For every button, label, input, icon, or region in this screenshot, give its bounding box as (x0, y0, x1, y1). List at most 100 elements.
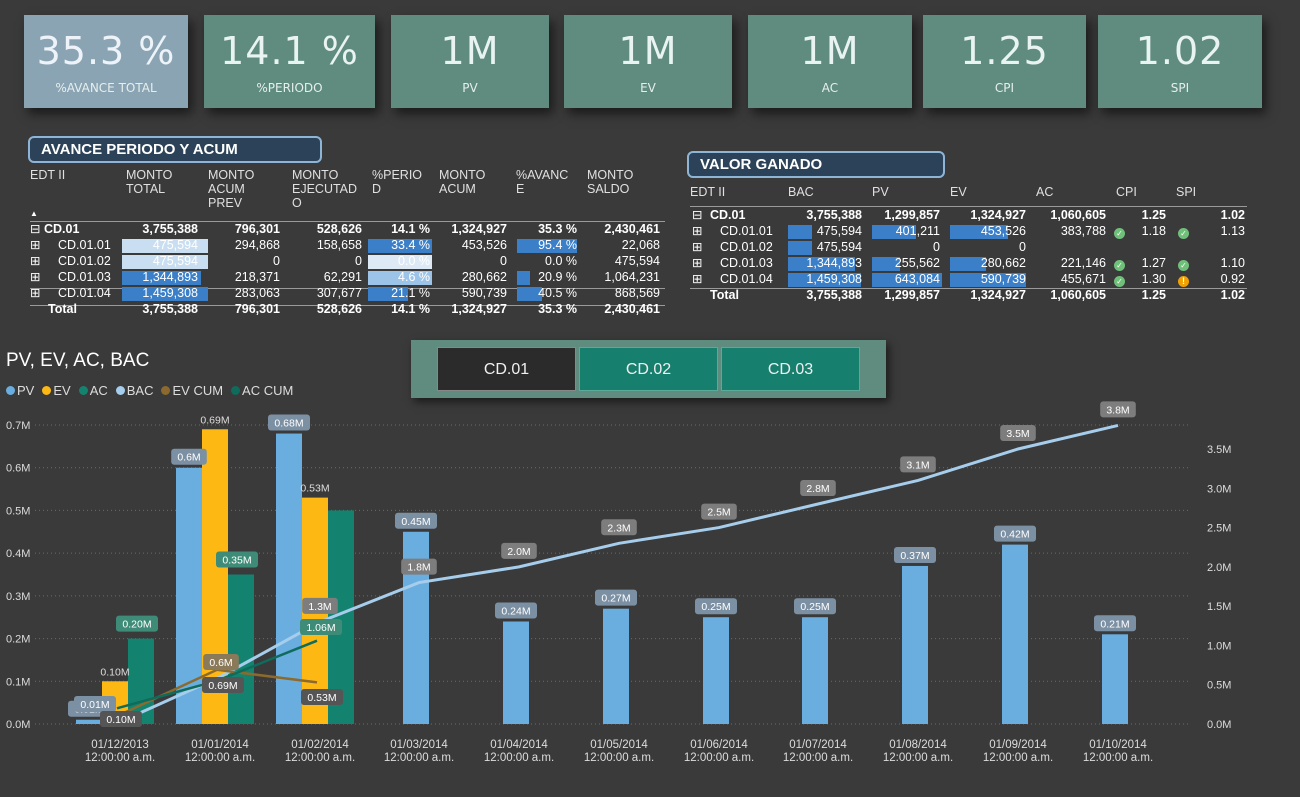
row-expander-icon (692, 288, 706, 303)
cell-pv: 1,299,857 (884, 208, 940, 222)
data-label-bg (900, 456, 936, 473)
column-header[interactable]: MONTO TOTAL (126, 168, 173, 196)
column-header[interactable]: AC (1036, 185, 1054, 199)
x-tick-label: 12:00:00 a.m. (684, 752, 754, 764)
data-bar (788, 273, 861, 287)
divider (30, 221, 665, 222)
column-header[interactable]: EDT II (30, 168, 66, 182)
bar-pv (802, 617, 828, 724)
data-label: 0.10M (106, 714, 135, 726)
cell-spi: 1.10 (1220, 256, 1245, 270)
cell-acum: 280,662 (461, 270, 507, 284)
kpi-card-periodo: 14.1 % %PERIODO (204, 15, 375, 108)
kpi-label: AC (821, 81, 839, 95)
cell-cpi: 1.25 (1141, 288, 1166, 302)
column-header[interactable]: EDT II (690, 185, 726, 199)
y2-tick-label: 2.0M (1207, 562, 1231, 574)
sort-arrow-icon[interactable]: ▲ (30, 209, 38, 218)
cell-pv: 1,299,857 (884, 288, 940, 302)
cell-periodo: 14.1 % (391, 222, 430, 236)
column-header[interactable]: MONTO SALDO (587, 168, 634, 196)
x-tick-label: 01/09/2014 (989, 739, 1047, 751)
column-header[interactable]: MONTO EJECUTAD O (292, 168, 358, 210)
cell-ejecutado: 0 (355, 254, 362, 268)
data-label-bg (501, 542, 537, 559)
x-tick-label: 01/04/2014 (490, 739, 548, 751)
check-icon: ✓ (1178, 256, 1189, 271)
data-label: 0.69M (208, 680, 237, 692)
column-header[interactable]: PV (872, 185, 889, 199)
cell-cpi (1126, 240, 1166, 255)
data-label-bg (301, 689, 343, 705)
avance-table: EDT II MONTO TOTAL MONTO ACUM PREV MONTO EJ… (30, 168, 670, 320)
divider (30, 288, 665, 289)
y2-tick-label: 0.0M (1207, 719, 1231, 731)
data-label: 0.37M (900, 550, 929, 562)
data-bar (950, 273, 1026, 287)
cell-ac: 1,060,605 (1050, 288, 1106, 302)
kpi-card-pv: 1M PV (391, 15, 549, 108)
column-header[interactable]: MONTO ACUM PREV (208, 168, 255, 210)
cell-saldo: 1,064,231 (604, 270, 660, 284)
kpi-value: 14.1 % (220, 29, 359, 73)
data-bar (788, 225, 812, 239)
cell-ev: 1,324,927 (970, 208, 1026, 222)
column-header[interactable]: SPI (1176, 185, 1197, 199)
x-tick-label: 12:00:00 a.m. (1083, 752, 1153, 764)
x-tick-label: 12:00:00 a.m. (584, 752, 654, 764)
data-label: 0.6M (177, 452, 200, 464)
kpi-label: SPI (1170, 81, 1190, 95)
column-header[interactable]: CPI (1116, 185, 1137, 199)
cell-ejecutado: 528,626 (316, 302, 362, 316)
warning-icon: ! (1178, 272, 1189, 287)
cell-ejecutado: 158,658 (316, 238, 362, 252)
valor-title: VALOR GANADO (687, 151, 945, 178)
legend-item[interactable]: AC CUM (231, 383, 293, 398)
column-header[interactable]: %AVANC E (516, 168, 569, 196)
data-label-bg (595, 589, 637, 606)
y2-tick-label: 3.0M (1207, 483, 1231, 495)
data-label: 2.8M (806, 483, 829, 495)
bar-pv (902, 565, 928, 724)
y-tick-label: 0.0M (6, 719, 30, 731)
data-label-bg (800, 480, 836, 496)
row-expander-icon: ⊟ (30, 222, 41, 236)
legend-item[interactable]: PV (6, 383, 34, 398)
x-tick-label: 12:00:00 a.m. (783, 752, 853, 764)
data-label: 3.1M (906, 459, 929, 471)
column-header[interactable]: BAC (788, 185, 814, 199)
cell-ac: 455,671 (1060, 272, 1106, 286)
y2-tick-label: 1.5M (1207, 601, 1231, 613)
cell-avance: 40.5 % (538, 286, 577, 300)
legend-item[interactable]: BAC (115, 383, 153, 398)
data-label: 3.8M (1106, 404, 1129, 416)
legend-item[interactable]: EV CUM (161, 383, 223, 398)
cell-acum: 1,324,927 (451, 222, 507, 236)
legend-dot-icon (78, 386, 88, 395)
cell-avance: 0.0 % (545, 254, 577, 268)
slicer-button-cd-02[interactable]: CD.02 (579, 347, 718, 391)
column-header[interactable]: EV (950, 185, 967, 199)
data-bar (872, 273, 942, 287)
cd-slicer: CD.01 CD.02 CD.03 (411, 340, 886, 398)
cell-cpi: 1.25 (1141, 208, 1166, 222)
data-label: 0.24M (501, 605, 530, 617)
data-label-bg (695, 598, 737, 615)
slicer-button-cd-01[interactable]: CD.01 (437, 347, 576, 391)
column-header[interactable]: %PERIO D (372, 168, 423, 196)
bac-line (116, 423, 1119, 725)
pv-ev-ac-bac-chart: 0.0M 0.1M 0.2M 0.3M 0.4M 0.5M 0.6M 0.7M 0.0M 0.5M… (6, 401, 1231, 764)
x-tick-label: 01/10/2014 (1089, 739, 1147, 751)
data-label: 3.5M (1006, 428, 1029, 440)
legend-item[interactable]: AC (78, 383, 108, 398)
data-label: 2.3M (607, 522, 630, 534)
column-header[interactable]: MONTO ACUM (439, 168, 486, 196)
row-expander-icon: ⊞ (30, 254, 41, 268)
y-tick-label: 0.7M (6, 420, 30, 432)
legend-item[interactable]: EV (42, 383, 71, 398)
data-label: 0.35M (222, 555, 251, 567)
slicer-button-cd-03[interactable]: CD.03 (721, 347, 860, 391)
cell-acum-prev: 218,371 (234, 270, 280, 284)
kpi-label: CPI (994, 81, 1015, 95)
kpi-value: 35.3 % (36, 29, 176, 73)
